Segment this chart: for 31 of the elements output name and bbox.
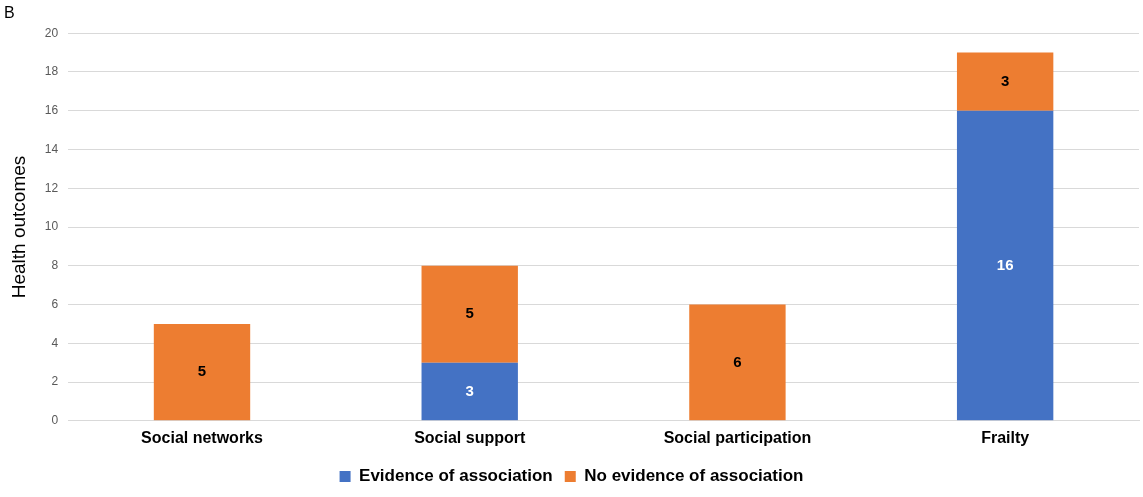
bar [689, 304, 786, 421]
y-tick-label: 20 [44, 25, 59, 40]
y-tick-label: 2 [51, 374, 59, 389]
y-tick-label: 14 [44, 141, 59, 156]
bar [956, 52, 1054, 111]
data-label: 3 [465, 381, 474, 399]
data-label: 6 [733, 352, 742, 370]
y-tick-label: 10 [44, 219, 59, 234]
y-tick-label: 6 [51, 296, 59, 311]
data-label: 16 [996, 255, 1014, 273]
data-label: 5 [197, 362, 207, 380]
bar [153, 323, 251, 421]
bar [956, 110, 1054, 421]
x-tick-label: Social networks [141, 428, 264, 446]
y-tick-label: 18 [44, 64, 59, 79]
data-label: 5 [465, 304, 474, 322]
legend-label: Evidence of association [359, 466, 553, 486]
x-tick-label: Social support [414, 428, 526, 446]
legend-label: No evidence of association [584, 466, 804, 486]
bar [421, 265, 518, 363]
y-axis-title: Health outcomes [7, 155, 29, 299]
y-tick-label: 0 [51, 413, 59, 428]
y-tick-label: 8 [51, 258, 59, 273]
x-tick-label: Frailty [981, 428, 1030, 446]
y-tick-label: 16 [44, 103, 59, 118]
chart-title: B [4, 4, 15, 22]
y-tick-label: 4 [51, 335, 59, 350]
data-label: 3 [1000, 71, 1010, 89]
y-tick-label: 12 [44, 180, 59, 195]
x-tick-label: Social participation [663, 428, 812, 446]
bar [421, 362, 518, 421]
